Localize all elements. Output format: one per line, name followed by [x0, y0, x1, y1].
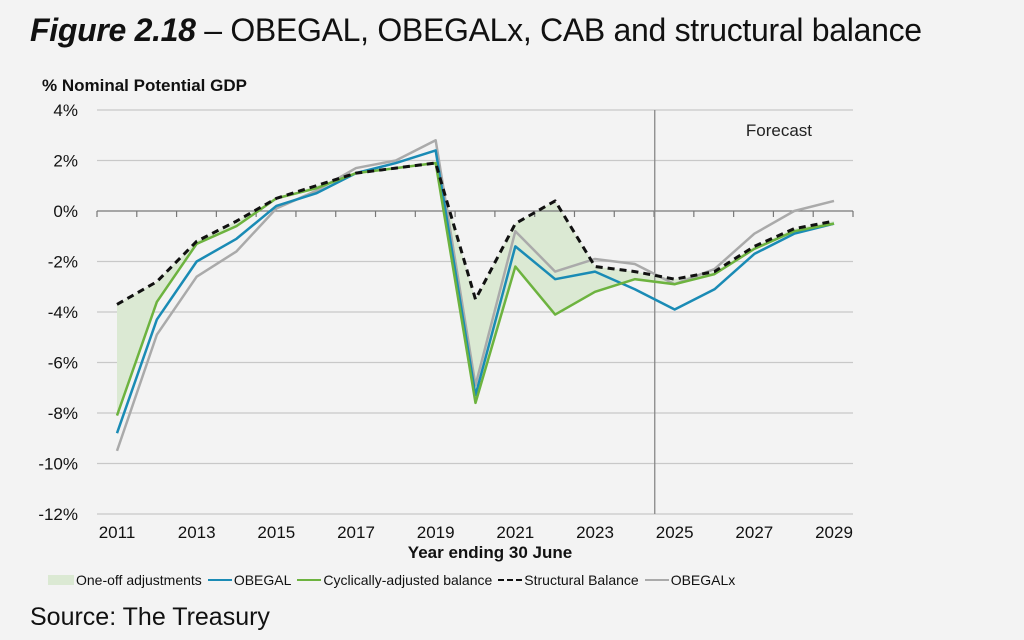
y-tick-labels: 4% 2% 0% -2% -4% -6% -8% -10% -12% — [38, 101, 78, 524]
one-off-adjustments-area-fill — [117, 163, 834, 416]
y-tick-label: -4% — [48, 303, 78, 322]
legend-item-one-off-adjustments: One-off adjustments — [48, 572, 202, 588]
legend-label: Cyclically-adjusted balance — [323, 572, 493, 588]
y-tick-label: -12% — [38, 505, 78, 524]
legend-swatch-area — [48, 575, 74, 585]
x-tick-label: 2013 — [178, 523, 216, 542]
source-note: Source: The Treasury — [30, 603, 270, 631]
x-tick-label: 2019 — [417, 523, 455, 542]
series-line-structural-balance — [116, 161, 835, 306]
x-tick-label: 2029 — [815, 523, 853, 542]
y-tick-label: -8% — [48, 404, 78, 423]
legend-item-structural-balance: Structural Balance — [498, 572, 639, 588]
y-tick-label: -10% — [38, 455, 78, 474]
y-axis-title: % Nominal Potential GDP — [42, 76, 247, 95]
y-tick-label: -6% — [48, 354, 78, 373]
legend-swatch-line — [207, 579, 232, 581]
y-tick-label: -2% — [48, 253, 78, 272]
legend-item-obegal: OBEGAL — [207, 572, 292, 588]
x-axis-title: Year ending 30 June — [408, 543, 572, 562]
legend-label: OBEGAL — [233, 572, 292, 588]
y-tick-label: 4% — [53, 101, 78, 120]
y-tick-label: 0% — [53, 202, 78, 221]
series-lines — [115, 139, 835, 452]
legend-item-cab: Cyclically-adjusted balance — [297, 572, 492, 588]
series-line-cyclically-adjusted-balance — [115, 161, 835, 416]
legend-label: Structural Balance — [524, 572, 639, 588]
legend-swatch-line — [297, 579, 322, 581]
x-tick-label: 2017 — [337, 523, 375, 542]
x-axis — [96, 210, 854, 217]
x-tick-label: 2015 — [257, 523, 295, 542]
legend: One-off adjustments OBEGAL Cyclically-ad… — [48, 572, 741, 588]
x-tick-label: 2023 — [576, 523, 614, 542]
figure-title: Figure 2.18 – OBEGAL, OBEGALx, CAB and s… — [30, 12, 922, 49]
legend-item-obegalx: OBEGALx — [644, 572, 736, 588]
figure-label: Figure 2.18 — [30, 12, 196, 48]
series-line-obegal — [115, 149, 835, 434]
one-off-adjustments-area — [117, 163, 834, 416]
x-tick-label: 2011 — [99, 523, 136, 542]
legend-swatch-line — [498, 579, 523, 581]
y-tick-label: 2% — [53, 152, 78, 171]
x-tick-label: 2027 — [735, 523, 773, 542]
x-tick-labels: 2011 2013 2015 2017 2019 2021 2023 2025 2027 2029 — [99, 523, 853, 542]
x-tick-label: 2021 — [496, 523, 534, 542]
forecast-annotation: Forecast — [746, 121, 812, 140]
legend-label: One-off adjustments — [76, 572, 202, 588]
x-tick-label: 2025 — [656, 523, 694, 542]
figure-title-text: – OBEGAL, OBEGALx, CAB and structural ba… — [195, 12, 922, 48]
series-line-obegalx — [115, 139, 835, 452]
legend-swatch-line — [644, 579, 669, 581]
legend-label: OBEGALx — [670, 572, 736, 588]
